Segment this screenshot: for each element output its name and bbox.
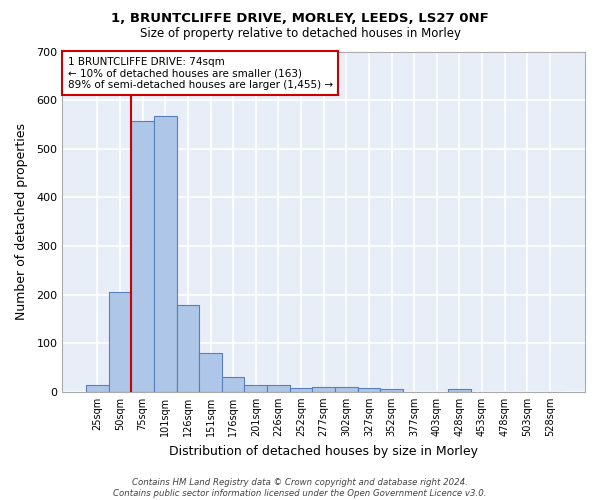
Text: Size of property relative to detached houses in Morley: Size of property relative to detached ho… bbox=[139, 28, 461, 40]
Bar bbox=[131, 120, 154, 392]
Bar bbox=[290, 388, 313, 392]
Bar bbox=[86, 386, 109, 392]
Bar bbox=[358, 388, 380, 392]
Bar bbox=[267, 386, 290, 392]
Text: 1, BRUNTCLIFFE DRIVE, MORLEY, LEEDS, LS27 0NF: 1, BRUNTCLIFFE DRIVE, MORLEY, LEEDS, LS2… bbox=[111, 12, 489, 26]
Bar bbox=[448, 390, 471, 392]
Bar bbox=[313, 387, 335, 392]
Bar bbox=[199, 353, 222, 392]
Bar bbox=[380, 390, 403, 392]
Bar bbox=[244, 384, 267, 392]
Text: Contains HM Land Registry data © Crown copyright and database right 2024.
Contai: Contains HM Land Registry data © Crown c… bbox=[113, 478, 487, 498]
Bar bbox=[176, 306, 199, 392]
Bar bbox=[335, 387, 358, 392]
Bar bbox=[222, 377, 244, 392]
Bar bbox=[154, 116, 176, 392]
X-axis label: Distribution of detached houses by size in Morley: Distribution of detached houses by size … bbox=[169, 444, 478, 458]
Text: 1 BRUNTCLIFFE DRIVE: 74sqm
← 10% of detached houses are smaller (163)
89% of sem: 1 BRUNTCLIFFE DRIVE: 74sqm ← 10% of deta… bbox=[68, 56, 332, 90]
Y-axis label: Number of detached properties: Number of detached properties bbox=[15, 123, 28, 320]
Bar bbox=[109, 292, 131, 392]
